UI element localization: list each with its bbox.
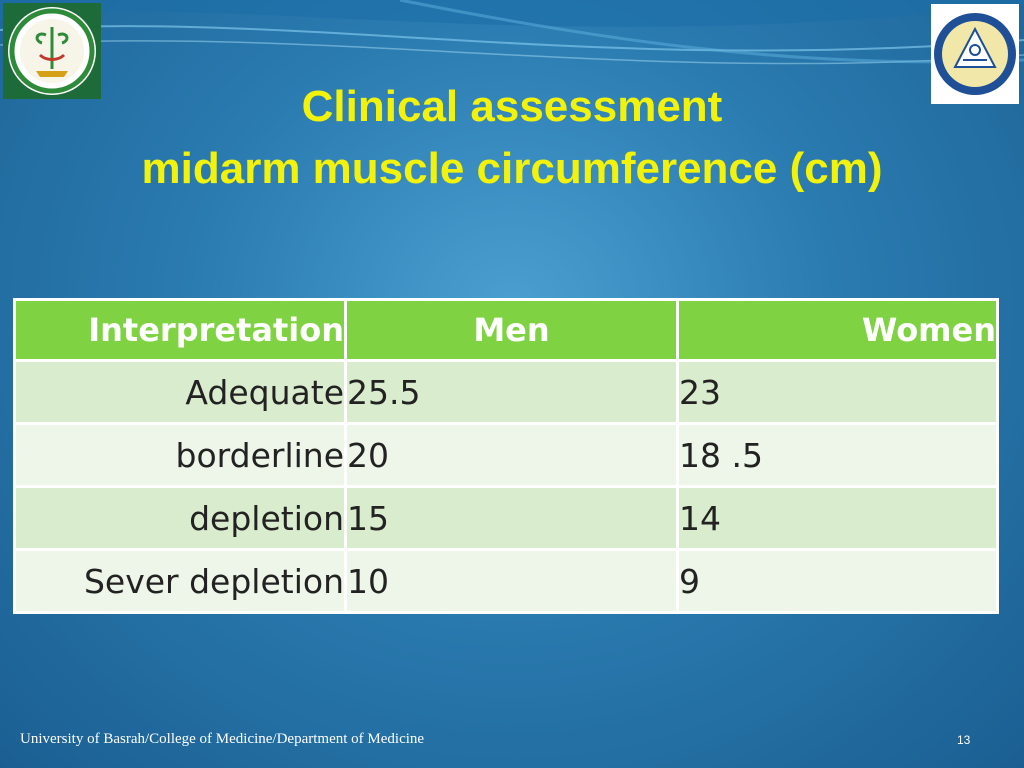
- cell-men: 25.5: [344, 359, 679, 425]
- table-row: Sever depletion 10 9: [13, 548, 999, 614]
- cell-women: 23: [676, 359, 999, 425]
- header-women: Women: [676, 298, 999, 362]
- header-swoosh-decoration: [0, 0, 1024, 65]
- slide-footer: University of Basrah/College of Medicine…: [20, 731, 425, 747]
- college-emblem-icon: [8, 7, 96, 95]
- table-row: depletion 15 14: [13, 485, 999, 551]
- slide-title-line2: midarm muscle circumference (cm): [141, 144, 883, 193]
- cell-men: 10: [344, 548, 679, 614]
- cell-men: 15: [344, 485, 679, 551]
- header-men: Men: [344, 298, 679, 362]
- header-interpretation: Interpretation: [13, 298, 347, 362]
- cell-women: 18 .5: [676, 422, 999, 488]
- slide-title-line1: Clinical assessment: [301, 82, 723, 131]
- university-seal-icon: [934, 13, 1016, 95]
- college-emblem-logo: [3, 3, 101, 99]
- university-seal-logo: [931, 4, 1019, 104]
- cell-interpretation: borderline: [13, 422, 347, 488]
- table-row: borderline 20 18 .5: [13, 422, 999, 488]
- mamc-table: Interpretation Men Women Adequate 25.5 2…: [13, 298, 999, 614]
- cell-women: 9: [676, 548, 999, 614]
- cell-interpretation: Sever depletion: [13, 548, 347, 614]
- table-row: Adequate 25.5 23: [13, 359, 999, 425]
- page-number: 13: [957, 733, 971, 747]
- cell-interpretation: depletion: [13, 485, 347, 551]
- cell-men: 20: [344, 422, 679, 488]
- cell-interpretation: Adequate: [13, 359, 347, 425]
- table-header-row: Interpretation Men Women: [13, 298, 999, 362]
- cell-women: 14: [676, 485, 999, 551]
